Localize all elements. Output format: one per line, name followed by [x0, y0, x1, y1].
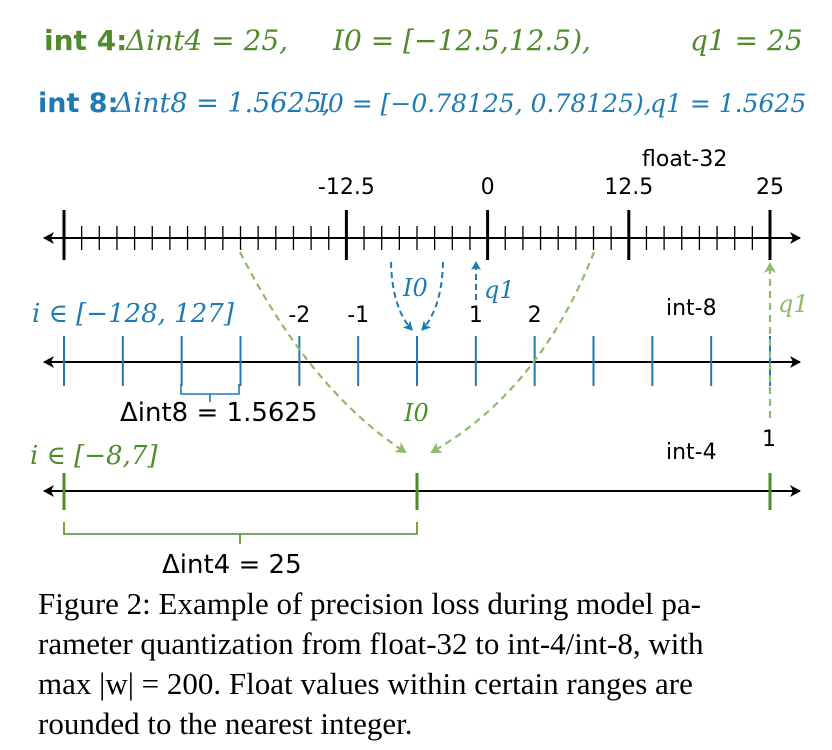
- int8-delta-bracket: [180, 384, 240, 395]
- int4-q1: q1 = 25: [690, 24, 803, 57]
- int8-q1-label: q1: [484, 276, 515, 304]
- int8-axis: i ∈ [−128, 127] int-8 -2 -1 1 2 Δint8 = 1.5…: [32, 261, 809, 428]
- int8-tick-label: 2: [528, 303, 542, 328]
- float32-minor-ticks: [63, 226, 771, 250]
- int8-q1: q1 = 1.5625: [650, 89, 806, 118]
- int4-q1-right-label: q1: [778, 290, 809, 318]
- caption-line-1: Figure 2: Example of precision loss duri…: [38, 586, 701, 621]
- int4-rounding-arrows: [239, 251, 776, 454]
- int8-I0-label: I0: [402, 274, 428, 302]
- quantization-diagram: int 4: Δint4 = 25, I0 = [−12.5,12.5), q1…: [30, 24, 809, 580]
- arrow-pos-to-zero: [430, 251, 596, 453]
- float32-tick-label: 0: [481, 175, 495, 200]
- arrow-neg-to-zero: [239, 251, 407, 454]
- caption-line-2: rameter quantization from float-32 to in…: [38, 626, 704, 661]
- float32-tick-label: 12.5: [604, 175, 653, 200]
- float32-major-ticks: [62, 210, 772, 260]
- int4-interval: I0 = [−12.5,12.5),: [332, 24, 591, 57]
- int4-name: int-4: [666, 440, 717, 465]
- header: int 4: Δint4 = 25, I0 = [−12.5,12.5), q1…: [38, 24, 806, 119]
- int4-delta: Δint4 = 25,: [125, 24, 288, 57]
- int8-label: int 8:: [38, 88, 118, 119]
- int8-tick-label: 1: [469, 303, 483, 328]
- int8-interval: I0 = [−0.78125, 0.78125),: [317, 89, 652, 118]
- float32-tick-label: -12.5: [318, 175, 375, 200]
- int4-axis: i ∈ [−8,7] int-4 1 Δint4 = 25: [30, 427, 801, 580]
- caption-line-4: rounded to the nearest integer.: [38, 706, 413, 741]
- int8-name: int-8: [666, 296, 717, 321]
- int8-tick-label: -1: [347, 303, 369, 328]
- int4-delta-bracket: [63, 522, 418, 535]
- caption-line-3: max |w| = 200. Float values within certa…: [38, 666, 693, 701]
- int4-delta-label: Δint4 = 25: [162, 550, 302, 580]
- I0-arrow-left: [390, 261, 413, 331]
- figure-caption: Figure 2: Example of precision loss duri…: [38, 584, 818, 744]
- int8-delta-label: Δint8 = 1.5625: [120, 398, 318, 428]
- int4-tick-label: 1: [762, 427, 776, 452]
- int8-tick-labels: -2 -1 1 2: [288, 303, 541, 328]
- int4-range-label: i ∈ [−8,7]: [30, 441, 158, 471]
- float32-name: float-32: [642, 147, 727, 172]
- I0-arrow-right: [421, 261, 444, 331]
- int8-tick-label: -2: [288, 303, 310, 328]
- int4-label: int 4:: [44, 24, 127, 57]
- float32-tick-labels: -12.5 0 12.5 25: [318, 175, 784, 200]
- int8-range-label: i ∈ [−128, 127]: [32, 299, 235, 329]
- int4-I0-label: I0: [403, 399, 429, 427]
- float32-axis: float-32 -12.5 0 12.5 25: [43, 147, 801, 260]
- float32-tick-label: 25: [756, 175, 784, 200]
- int8-delta: Δint8 = 1.5625,: [113, 88, 330, 119]
